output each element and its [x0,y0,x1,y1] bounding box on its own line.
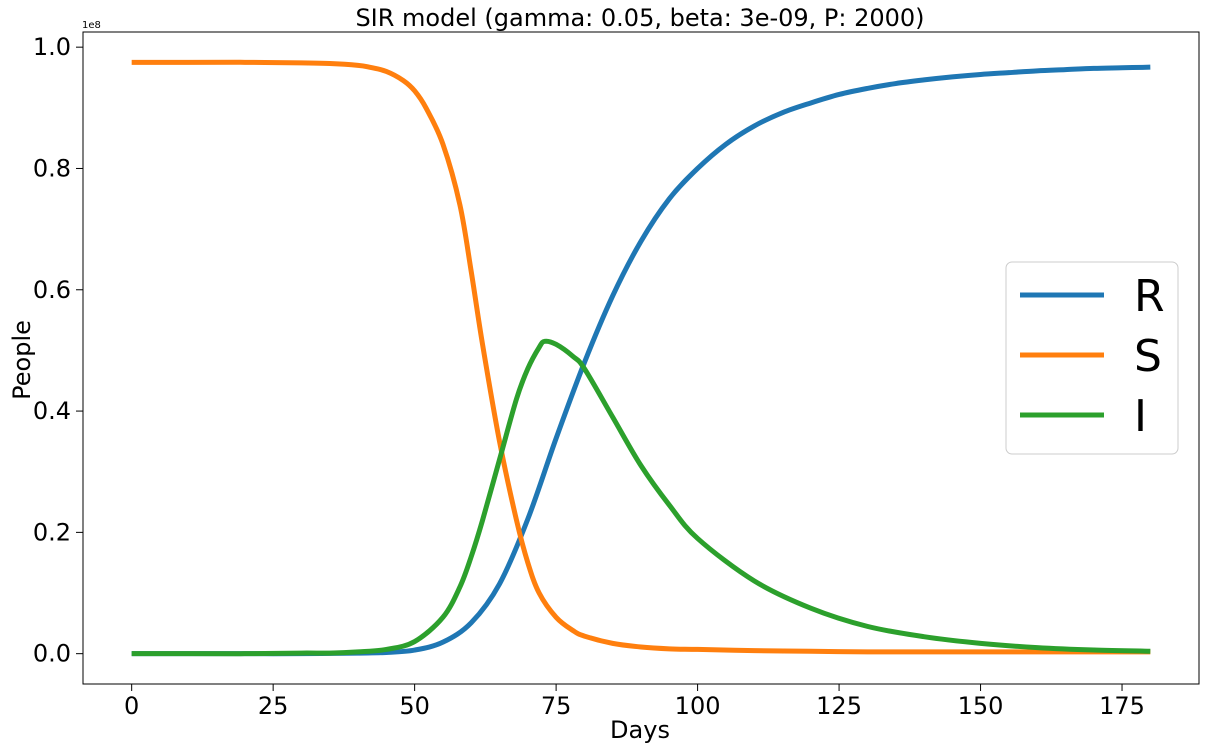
y-tick-label: 0.6 [33,276,71,304]
y-tick-label: 0.2 [33,518,71,546]
x-tick-label: 0 [124,692,139,720]
plot-area [131,59,1151,657]
x-tick-label: 175 [1099,692,1145,720]
x-tick-label: 150 [958,692,1004,720]
plot-frame [82,31,1200,685]
y-tick-label: 0.0 [33,640,71,668]
x-tick-label: 125 [816,692,862,720]
y-axis-offset-label: 1e8 [82,20,101,31]
legend-label-s: S [1134,331,1162,382]
y-axis-label: People [8,320,36,400]
series-line-i [131,338,1151,657]
legend: RSI [1005,261,1179,455]
x-tick-label: 100 [675,692,721,720]
series-line-r [131,64,1151,657]
series-line-s [131,59,1151,655]
x-axis-label: Days [610,716,670,744]
legend-label-i: I [1134,391,1147,442]
y-tick-label: 0.4 [33,397,71,425]
y-tick-label: 1.0 [33,33,71,61]
legend-label-r: R [1134,271,1165,322]
y-axis: 0.0 0.2 0.4 0.6 0.8 1.0 [33,33,83,668]
x-tick-label: 50 [399,692,430,720]
x-tick-label: 75 [541,692,572,720]
x-axis: 0 25 50 75 100 125 150 175 [124,684,1145,720]
legend-box [1005,261,1179,455]
chart-title: SIR model (gamma: 0.05, beta: 3e-09, P: … [355,4,924,32]
x-tick-label: 25 [258,692,289,720]
y-tick-label: 0.8 [33,154,71,182]
